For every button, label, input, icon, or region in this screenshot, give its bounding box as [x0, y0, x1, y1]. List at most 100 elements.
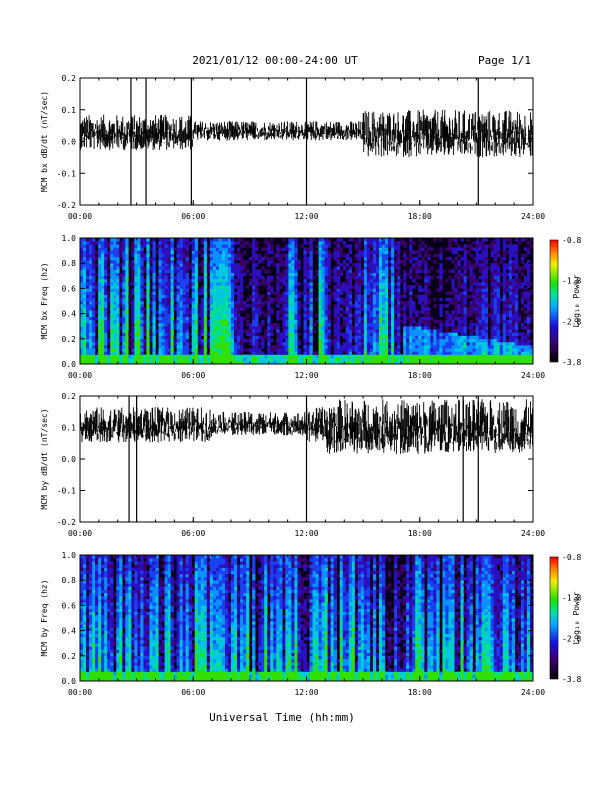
spectrogram-cell [110, 269, 114, 273]
spectrogram-cell [134, 238, 138, 242]
spectrogram-cell [95, 345, 99, 349]
spectrogram-cell [255, 253, 259, 258]
spectrogram-cell [375, 319, 380, 324]
spectrogram-cell [92, 275, 96, 280]
spectrogram-cell [502, 338, 507, 343]
spectrogram-cell [306, 291, 310, 295]
spectrogram-cell [321, 326, 325, 330]
spectrogram-cell [140, 329, 144, 333]
spectrogram-cell [412, 307, 416, 311]
spectrogram-cell [357, 294, 362, 299]
spectrogram-cell [505, 288, 510, 292]
spectrogram-cell [345, 272, 350, 277]
spectrogram-cell [231, 282, 235, 286]
spectrogram-cell [146, 338, 150, 343]
spectrogram-cell [158, 301, 162, 305]
spectrogram-cell [409, 301, 413, 305]
spectrogram-cell [463, 253, 467, 258]
spectrogram-cell [345, 304, 350, 308]
spectrogram-cell [499, 282, 504, 286]
spectrogram-cell [221, 357, 226, 362]
spectrogram-cell [167, 278, 171, 283]
spectrogram-cell [460, 307, 464, 311]
spectrogram-cell [372, 253, 377, 258]
spectrogram-cell [481, 301, 485, 305]
spectrogram-cell [140, 282, 144, 286]
spectrogram-cell [490, 313, 495, 318]
spectrogram-cell [517, 357, 522, 362]
spectrogram-cell [116, 341, 120, 346]
spectrogram-cell [104, 272, 108, 277]
spectrogram-cell [339, 282, 344, 286]
spectrogram-cell [134, 326, 138, 330]
spectrogram-cell [140, 360, 144, 365]
spectrogram-cell [502, 275, 507, 280]
spectrogram-cell [288, 313, 292, 318]
spectrogram-cell [496, 323, 501, 327]
spectrogram-cell [218, 323, 223, 327]
spectrogram-cell [475, 310, 479, 314]
spectrogram-cell [89, 313, 93, 318]
spectrogram-cell [394, 351, 398, 355]
spectrogram-cell [221, 244, 226, 248]
spectrogram-cell [255, 357, 259, 362]
spectrogram-cell [92, 301, 96, 305]
spectrogram-cell [246, 360, 250, 365]
spectrogram-cell [336, 307, 341, 311]
spectrogram-cell [252, 360, 256, 365]
spectrogram-cell [523, 263, 528, 267]
spectrogram-cell [372, 351, 377, 355]
spectrogram-cell [493, 310, 498, 314]
spectrogram-cell [427, 357, 431, 362]
spectrogram-cell [288, 345, 292, 349]
spectrogram-cell [203, 266, 208, 270]
spectrogram-cell [101, 351, 105, 355]
spectrogram-cell [194, 335, 199, 340]
spectrogram-cell [200, 291, 205, 295]
spectrogram-cell [258, 272, 262, 277]
spectrogram-cell [487, 304, 492, 308]
spectrogram-cell [215, 329, 220, 333]
spectrogram-cell [421, 269, 425, 273]
spectrogram-cell [200, 338, 205, 343]
spectrogram-cell [478, 247, 482, 251]
spectrogram-cell [191, 319, 196, 324]
spectrogram-cell [424, 263, 428, 267]
spectrogram-cell [514, 310, 519, 314]
spectrogram-cell [137, 348, 141, 352]
spectrogram-cell [424, 297, 428, 302]
spectrogram-cell [176, 244, 180, 248]
x-tick-label: 18:00 [408, 371, 432, 380]
spectrogram-cell [294, 301, 298, 305]
spectrogram-cell [98, 263, 102, 267]
spectrogram-cell [86, 272, 90, 277]
spectrogram-cell [336, 250, 341, 255]
spectrogram-cell [424, 253, 428, 258]
spectrogram-cell [357, 338, 362, 343]
spectrogram-cell [493, 282, 498, 286]
spectrogram-cell [363, 345, 368, 349]
spectrogram-cell [424, 338, 428, 343]
spectrogram-cell [454, 301, 458, 305]
spectrogram-cell [179, 310, 183, 314]
spectrogram-cell [113, 354, 117, 358]
y-tick-label: -0.2 [57, 201, 76, 210]
spectrogram-cell [291, 323, 295, 327]
spectrogram-cell [152, 345, 156, 349]
spectrogram-cell [203, 338, 208, 343]
spectrogram-cell [101, 335, 105, 340]
spectrogram-cell [469, 285, 473, 289]
spectrogram-cell [309, 332, 313, 336]
spectrogram-cell [526, 316, 531, 321]
spectrogram-cell [375, 307, 380, 311]
spectrogram-cell [279, 351, 283, 355]
spectrogram-cell [276, 326, 280, 330]
spectrogram-cell [499, 329, 504, 333]
spectrogram-cell [505, 341, 510, 346]
spectrogram-cell [176, 348, 180, 352]
spectrogram-cell [234, 332, 238, 336]
spectrogram-cell [155, 285, 159, 289]
spectrogram-cell [212, 263, 217, 267]
spectrogram-cell [439, 247, 443, 251]
spectrogram-cell [282, 263, 286, 267]
